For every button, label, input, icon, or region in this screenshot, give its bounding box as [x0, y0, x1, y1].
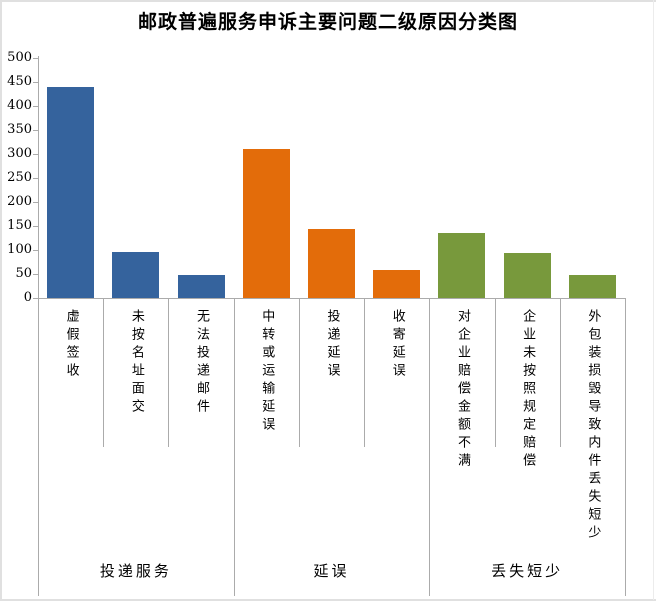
y-tick-label: 300	[7, 146, 32, 161]
y-tick-mark	[33, 226, 38, 227]
bar	[47, 86, 95, 298]
chart-title: 邮政普遍服务申诉主要问题二级原因分类图	[137, 11, 518, 33]
category-divider	[560, 298, 561, 447]
category-label: 投递延误	[324, 309, 340, 381]
x-axis-line	[38, 298, 626, 299]
category-label: 外包装损毁导致内件丢失短少	[585, 309, 601, 543]
y-tick-mark	[33, 202, 38, 203]
category-divider	[103, 298, 104, 447]
group-divider	[429, 298, 430, 596]
group-label: 延误	[313, 562, 350, 580]
category-divider	[495, 298, 496, 447]
bar	[503, 253, 551, 298]
y-tick-label: 400	[7, 98, 32, 113]
category-divider	[364, 298, 365, 447]
bar	[568, 275, 616, 298]
y-tick-label: 200	[7, 194, 32, 209]
category-label: 中转或运输延误	[259, 309, 275, 435]
chart-border-left	[0, 0, 2, 600]
bar	[242, 148, 290, 298]
y-tick-label: 0	[23, 290, 32, 305]
bar	[373, 270, 421, 298]
group-divider	[234, 298, 235, 596]
y-tick-mark	[33, 106, 38, 107]
group-label: 投递服务	[99, 562, 172, 580]
y-tick-mark	[33, 250, 38, 251]
bar	[177, 275, 225, 298]
category-label: 对企业赔偿金额不满	[454, 309, 470, 471]
y-tick-mark	[33, 298, 38, 299]
y-axis-line	[38, 56, 39, 298]
group-divider	[625, 298, 626, 596]
category-label: 收寄延误	[389, 309, 405, 381]
bar	[112, 252, 160, 298]
category-divider	[168, 298, 169, 447]
category-label: 未按名址面交	[128, 309, 144, 417]
y-tick-label: 100	[7, 242, 32, 257]
y-tick-label: 50	[15, 266, 32, 281]
y-tick-label: 500	[7, 50, 32, 65]
y-tick-mark	[33, 82, 38, 83]
y-tick-mark	[33, 130, 38, 131]
chart-border-top	[0, 0, 656, 2]
bar	[438, 233, 486, 298]
category-label: 虚假签收	[63, 309, 79, 381]
group-divider	[38, 298, 39, 596]
category-label: 企业未按照规定赔偿	[520, 309, 536, 471]
chart-border-right	[653, 0, 654, 600]
y-tick-label: 450	[7, 74, 32, 89]
chart-border-bottom	[0, 599, 656, 601]
y-tick-label: 350	[7, 122, 32, 137]
y-tick-mark	[33, 58, 38, 59]
bar	[308, 228, 355, 298]
group-label: 丢失短少	[491, 562, 564, 580]
y-tick-mark	[33, 274, 38, 275]
y-tick-label: 150	[7, 218, 32, 233]
y-tick-label: 250	[7, 170, 32, 185]
category-divider	[299, 298, 300, 447]
y-tick-mark	[33, 154, 38, 155]
category-label: 无法投递邮件	[194, 309, 210, 417]
y-tick-mark	[33, 178, 38, 179]
